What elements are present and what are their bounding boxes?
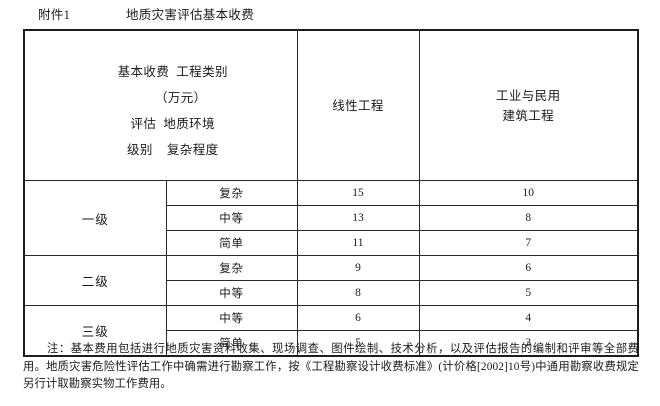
table-row: 中等 8 5 [24, 280, 639, 306]
table-row: 二级 复杂 9 6 [23, 255, 639, 306]
industrial-fee-cell: 7 [418, 230, 639, 256]
industrial-fee-cell: 8 [418, 205, 639, 231]
industrial-fee-cell: 4 [418, 305, 639, 331]
industrial-fee-cell: 10 [418, 180, 639, 206]
header-column-industrial-civil-building: 工业与民用 建筑工程 [418, 29, 639, 181]
industrial-fee-cell: 5 [418, 280, 639, 306]
linear-fee-cell: 5 [296, 330, 420, 357]
linear-fee-cell: 11 [296, 230, 420, 256]
basic-fee-table: 基本收费 工程类别 （万元） 评估 地质环境 级别 复杂程度 线性工程 工业与民… [23, 29, 640, 357]
complexity-cell: 中等 [165, 280, 298, 306]
industrial-fee-cell: 6 [418, 255, 639, 281]
linear-fee-cell: 15 [296, 180, 420, 206]
header-corner-cell: 基本收费 工程类别 （万元） 评估 地质环境 级别 复杂程度 [23, 29, 298, 181]
header-corner-line-2: （万元） [154, 90, 207, 105]
header-corner-line-1: 基本收费 工程类别 [117, 64, 228, 79]
table-footnote: 注：基本费用包括进行地质灾害资料收集、现场调查、图件绘制、技术分析，以及评估报告… [23, 341, 639, 394]
page-title: 地质灾害评估基本收费 [126, 8, 255, 22]
linear-fee-cell: 8 [296, 280, 420, 306]
table-row: 一级 复杂 15 10 [23, 180, 639, 256]
complexity-cell: 简单 [165, 330, 298, 357]
linear-fee-cell: 9 [296, 255, 420, 281]
complexity-cell: 简单 [165, 230, 298, 256]
table-row: 简单 5 3 [24, 330, 639, 357]
header-column-linear-project: 线性工程 [296, 29, 420, 181]
document-title-row: 附件1 地质灾害评估基本收费 [0, 5, 660, 25]
complexity-cell: 中等 [165, 205, 298, 231]
header-industrial-line-1: 工业与民用 [496, 88, 561, 103]
footnote-text: 注：基本费用包括进行地质灾害资料收集、现场调查、图件绘制、技术分析，以及评估报告… [23, 343, 639, 390]
complexity-cell: 中等 [165, 305, 298, 331]
complexity-cell: 复杂 [165, 255, 298, 281]
linear-fee-cell: 13 [296, 205, 420, 231]
attachment-label: 附件1 [38, 8, 71, 22]
header-corner-line-4: 级别 复杂程度 [127, 142, 219, 157]
table-row: 中等 13 8 [24, 205, 639, 231]
industrial-fee-cell: 3 [418, 330, 639, 357]
header-corner-line-3: 评估 地质环境 [130, 116, 215, 131]
linear-fee-cell: 6 [296, 305, 420, 331]
header-industrial-line-2: 建筑工程 [502, 108, 555, 123]
grade-cell-level-3: 三级 [23, 305, 167, 357]
grade-cell-level-2: 二级 [23, 255, 167, 306]
complexity-cell: 复杂 [165, 180, 298, 206]
table-header-row: 基本收费 工程类别 （万元） 评估 地质环境 级别 复杂程度 线性工程 工业与民… [23, 29, 639, 181]
grade-cell-level-1: 一级 [23, 180, 167, 256]
header-linear-line-1: 线性工程 [332, 98, 384, 113]
table-row: 三级 中等 6 4 [23, 305, 639, 357]
